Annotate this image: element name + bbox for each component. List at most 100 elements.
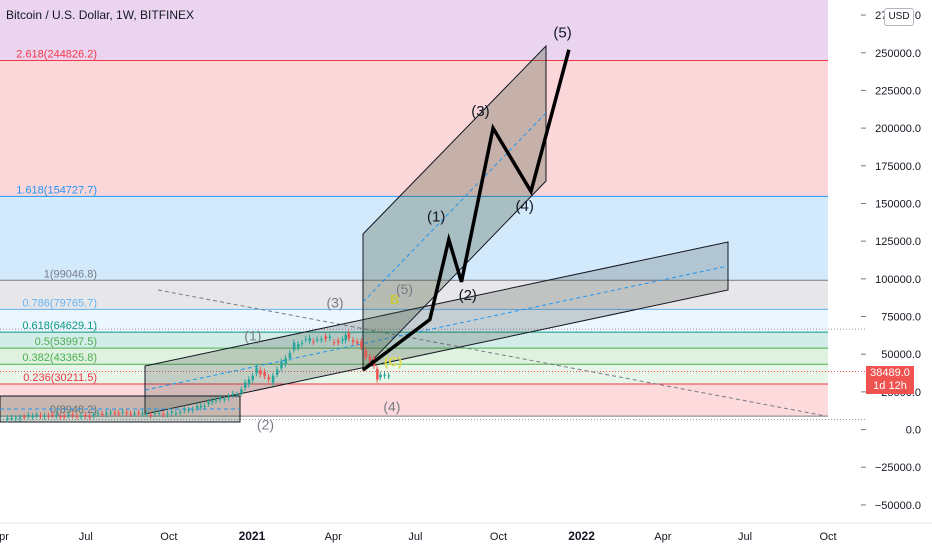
candle-body (187, 409, 191, 411)
candle-body (231, 393, 235, 396)
candle-body (125, 412, 129, 414)
candle-body (162, 414, 165, 416)
candle-body (259, 369, 262, 375)
candle-body (75, 416, 79, 418)
fib-band (0, 332, 828, 349)
candle-body (263, 371, 266, 377)
fib-level-label: 0.382(43365.8) (22, 352, 97, 364)
candle-body (59, 416, 62, 418)
ascending-channel (144, 241, 729, 415)
y-tick-label: 175000.0 (875, 161, 921, 173)
candle-body (23, 416, 26, 418)
fib-band (0, 309, 828, 333)
x-tick-label: Oct (490, 531, 507, 543)
y-tick-label: 150000.0 (875, 198, 921, 210)
wave-label: (4) (515, 198, 533, 215)
candle-body (364, 350, 368, 358)
candle-body (223, 398, 226, 400)
candle-body (67, 414, 70, 416)
projection-channel (362, 44, 547, 372)
wave-letter-label: B (390, 292, 399, 307)
candle-body (195, 406, 199, 408)
wave-label: (4) (383, 398, 400, 414)
candle-body (55, 414, 58, 416)
candle-body (211, 400, 214, 403)
candle-body (387, 375, 391, 377)
candle-body (341, 339, 344, 341)
candle-body (191, 409, 195, 411)
candle-body (344, 334, 348, 341)
candle-body (96, 413, 100, 415)
candle-body (251, 375, 255, 380)
candle-body (320, 339, 323, 341)
x-tick-label: 2021 (239, 529, 266, 543)
candle-body (308, 337, 311, 342)
channel-midline (144, 265, 729, 391)
wave-label: (1) (427, 209, 445, 226)
candle-body (105, 413, 108, 415)
candle-body (170, 411, 174, 413)
candle-body (71, 414, 75, 416)
candle-body (18, 417, 22, 419)
wave-label: (2) (459, 287, 477, 304)
candle-body (14, 418, 18, 420)
candle-body (183, 408, 186, 411)
candle-body (117, 413, 121, 415)
candle-body (328, 336, 332, 338)
candle-body (312, 341, 315, 343)
wave-label: (1) (244, 328, 261, 344)
wave-projection-path (361, 49, 571, 372)
candle-body (31, 416, 35, 418)
x-tick-label: Apr (654, 531, 671, 543)
candle-body (153, 413, 157, 415)
last-price-value: 38489.0 (870, 367, 910, 379)
projection-midline (362, 112, 547, 303)
candle-body (347, 333, 351, 339)
candle-body (121, 411, 125, 413)
fib-level-label: 0.618(64629.1) (22, 320, 97, 332)
x-tick-label: Oct (160, 531, 177, 543)
candle-body (129, 413, 133, 415)
candle-body (255, 367, 258, 374)
x-tick-label: Jul (408, 531, 422, 543)
wave-label: (2) (257, 417, 274, 433)
candle-body (240, 389, 243, 394)
candle-body (267, 377, 271, 380)
candle-body (113, 412, 117, 414)
candle-body (292, 342, 296, 350)
fib-level-label: 1(99046.8) (44, 268, 97, 280)
candle-body (80, 415, 83, 417)
candle-body (27, 415, 30, 417)
candle-body (360, 341, 363, 348)
candle-body (288, 352, 292, 358)
fib-band (0, 348, 828, 365)
wave-label: (5) (396, 281, 413, 297)
x-tick-label: Apr (325, 531, 342, 543)
fib-level-label: 0.786(79765.7) (22, 297, 97, 309)
bar-countdown: 1d 12h (873, 380, 907, 392)
fib-band (0, 364, 828, 385)
fib-level-label: 1.618(154727.7) (16, 184, 97, 196)
candle-body (109, 412, 113, 414)
candle-body (297, 344, 300, 348)
y-tick-label: 50000.0 (881, 349, 921, 361)
candle-body (137, 412, 140, 414)
candle-body (51, 414, 54, 416)
fib-band (0, 0, 828, 61)
candle-body (174, 413, 178, 415)
x-tick-label: pr (0, 531, 9, 543)
wave-label: (5) (553, 25, 571, 42)
candle-body (10, 417, 14, 419)
candle-body (158, 412, 161, 414)
currency-button[interactable]: USD (884, 8, 914, 26)
candle-body (133, 413, 137, 415)
x-tick-label: Jul (79, 531, 93, 543)
candle-body (227, 396, 231, 398)
y-tick-label: 100000.0 (875, 274, 921, 286)
candle-body (141, 413, 144, 415)
y-tick-label: −50000.0 (875, 500, 921, 512)
candle-body (207, 401, 210, 404)
wave-letter-label: (C) (384, 354, 402, 369)
y-tick-label: 75000.0 (881, 312, 921, 324)
